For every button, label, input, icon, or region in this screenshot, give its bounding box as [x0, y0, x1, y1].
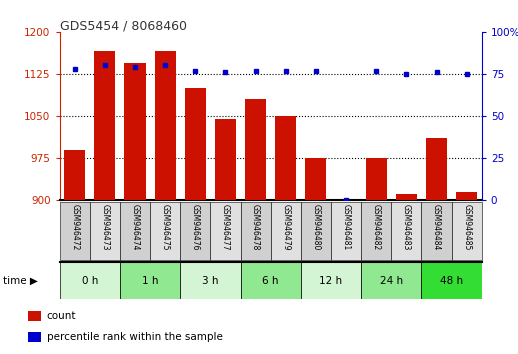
Text: GSM946479: GSM946479: [281, 204, 290, 250]
Text: count: count: [47, 311, 76, 321]
Bar: [275, 116, 296, 354]
Text: GSM946484: GSM946484: [432, 204, 441, 250]
Bar: [361, 202, 391, 260]
Text: 3 h: 3 h: [202, 275, 219, 286]
Bar: [185, 88, 206, 354]
Bar: [245, 99, 266, 354]
Bar: [301, 202, 331, 260]
Bar: [28, 332, 41, 343]
Bar: [150, 202, 180, 260]
Text: GSM946472: GSM946472: [70, 204, 79, 250]
Text: GSM946482: GSM946482: [372, 204, 381, 250]
Text: GSM946475: GSM946475: [161, 204, 169, 250]
Bar: [90, 202, 120, 260]
Bar: [391, 202, 422, 260]
Text: percentile rank within the sample: percentile rank within the sample: [47, 332, 223, 342]
Bar: [422, 262, 482, 299]
Text: GSM946476: GSM946476: [191, 204, 200, 250]
Bar: [60, 262, 120, 299]
Bar: [301, 262, 361, 299]
Text: 12 h: 12 h: [320, 275, 342, 286]
Bar: [361, 262, 422, 299]
Bar: [210, 202, 240, 260]
Bar: [331, 202, 361, 260]
Text: GSM946473: GSM946473: [100, 204, 109, 250]
Bar: [124, 63, 146, 354]
Bar: [426, 138, 447, 354]
Text: 48 h: 48 h: [440, 275, 463, 286]
Bar: [240, 262, 301, 299]
Bar: [180, 262, 240, 299]
Bar: [64, 149, 85, 354]
Text: GSM946478: GSM946478: [251, 204, 260, 250]
Bar: [215, 119, 236, 354]
Text: 0 h: 0 h: [81, 275, 98, 286]
Text: 1 h: 1 h: [142, 275, 159, 286]
Text: time ▶: time ▶: [3, 275, 37, 286]
Text: GSM946480: GSM946480: [311, 204, 321, 250]
Text: GSM946485: GSM946485: [462, 204, 471, 250]
Text: GSM946474: GSM946474: [131, 204, 139, 250]
Bar: [422, 202, 452, 260]
Bar: [60, 202, 90, 260]
Text: 6 h: 6 h: [263, 275, 279, 286]
Bar: [270, 202, 301, 260]
Text: GSM946481: GSM946481: [341, 204, 351, 250]
Bar: [28, 311, 41, 321]
Bar: [396, 194, 417, 354]
Text: 24 h: 24 h: [380, 275, 403, 286]
Text: GSM946477: GSM946477: [221, 204, 230, 250]
Text: GDS5454 / 8068460: GDS5454 / 8068460: [60, 19, 186, 33]
Bar: [305, 158, 326, 354]
Bar: [240, 202, 271, 260]
Bar: [120, 262, 180, 299]
Bar: [120, 202, 150, 260]
Bar: [456, 192, 477, 354]
Bar: [336, 200, 356, 354]
Bar: [180, 202, 210, 260]
Bar: [452, 202, 482, 260]
Bar: [366, 158, 387, 354]
Text: GSM946483: GSM946483: [402, 204, 411, 250]
Bar: [154, 51, 176, 354]
Bar: [94, 51, 116, 354]
